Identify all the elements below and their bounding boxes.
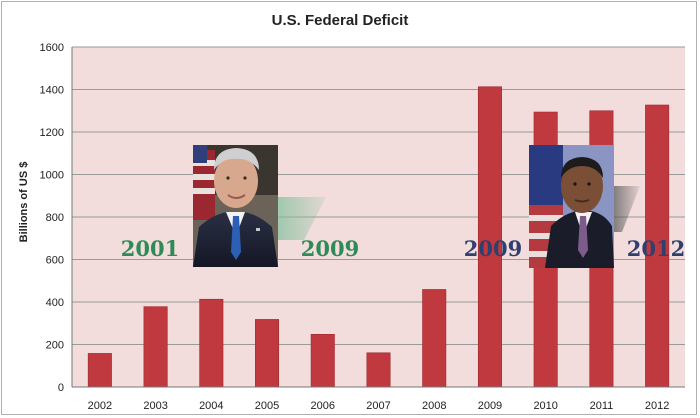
bush-annotation: 2001 2009	[121, 145, 359, 267]
x-tick-label: 2006	[311, 400, 335, 412]
x-tick-label: 2008	[422, 400, 446, 412]
obama-end-year: 2012	[627, 236, 685, 261]
x-tick-label: 2012	[645, 400, 669, 412]
bars	[87, 86, 670, 388]
y-tick-label: 0	[58, 382, 64, 394]
y-tick-label: 800	[46, 212, 64, 224]
bar-2006	[310, 333, 335, 388]
obama-photo-shadow	[614, 186, 640, 232]
x-tick-label: 2007	[366, 400, 390, 412]
y-tick-labels: 0 200 400 600 800 1000 1200 1400 1600	[40, 42, 64, 394]
bar-2003	[143, 306, 168, 388]
y-tick-label: 1600	[40, 42, 64, 54]
y-tick-label: 1200	[40, 127, 64, 139]
obama-annotation: 2009 2012	[464, 145, 685, 268]
bar-2004	[199, 298, 224, 388]
x-tick-label: 2009	[478, 400, 502, 412]
bush-start-year: 2001	[121, 236, 179, 261]
obama-start-year: 2009	[464, 236, 522, 261]
x-tick-label: 2004	[199, 400, 223, 412]
chart-title: U.S. Federal Deficit	[272, 12, 409, 29]
x-tick-label: 2003	[143, 400, 167, 412]
bar-2002	[87, 353, 112, 388]
bar-2005	[255, 319, 280, 388]
x-tick-labels: 2002 2003 2004 2005 2006 2007 2008 2009 2010 2011…	[88, 400, 670, 412]
bush-photo	[193, 145, 278, 267]
y-tick-label: 400	[46, 297, 64, 309]
bush-photo-shadow	[278, 197, 326, 240]
y-tick-label: 200	[46, 340, 64, 352]
x-tick-label: 2002	[88, 400, 112, 412]
x-tick-label: 2005	[255, 400, 279, 412]
y-tick-label: 600	[46, 255, 64, 267]
x-tick-label: 2010	[533, 400, 557, 412]
y-tick-label: 1000	[40, 170, 64, 182]
bar-2008	[422, 289, 447, 388]
x-tick-label: 2011	[590, 400, 614, 412]
obama-photo	[529, 145, 614, 268]
y-tick-label: 1400	[40, 85, 64, 97]
bar-2007	[366, 352, 391, 388]
bush-end-year: 2009	[301, 236, 359, 261]
y-axis-label: Billions of US $	[18, 162, 30, 243]
